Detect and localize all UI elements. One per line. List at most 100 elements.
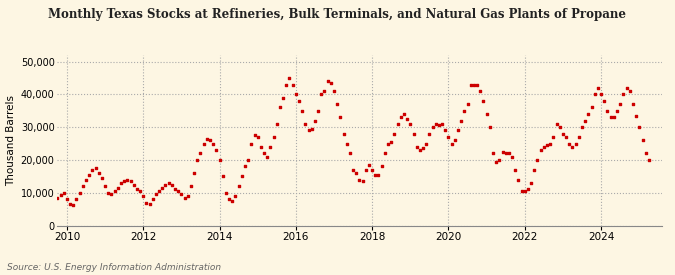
- Point: [399, 112, 410, 116]
- Point: [570, 141, 581, 146]
- Point: [596, 92, 607, 97]
- Point: [450, 138, 460, 142]
- Point: [297, 109, 308, 113]
- Point: [351, 171, 362, 175]
- Point: [437, 122, 448, 126]
- Point: [427, 125, 438, 129]
- Point: [385, 140, 396, 144]
- Point: [332, 102, 343, 106]
- Point: [319, 89, 330, 93]
- Point: [61, 197, 72, 202]
- Point: [418, 146, 429, 151]
- Point: [132, 187, 142, 192]
- Point: [58, 191, 69, 196]
- Point: [408, 131, 419, 136]
- Point: [564, 141, 574, 146]
- Point: [357, 179, 368, 183]
- Point: [421, 141, 431, 146]
- Point: [323, 79, 333, 83]
- Point: [637, 138, 648, 142]
- Point: [643, 158, 654, 162]
- Point: [335, 115, 346, 120]
- Point: [414, 148, 425, 152]
- Point: [240, 164, 250, 169]
- Point: [154, 189, 165, 193]
- Point: [344, 151, 355, 156]
- Point: [90, 166, 101, 170]
- Point: [290, 92, 301, 97]
- Point: [211, 148, 222, 152]
- Point: [157, 186, 167, 190]
- Point: [106, 192, 117, 197]
- Point: [402, 117, 412, 121]
- Point: [589, 92, 600, 97]
- Point: [201, 136, 212, 141]
- Point: [599, 99, 610, 103]
- Point: [227, 199, 238, 203]
- Point: [360, 167, 371, 172]
- Point: [535, 148, 546, 152]
- Point: [246, 141, 256, 146]
- Point: [176, 192, 187, 197]
- Point: [504, 151, 514, 156]
- Point: [624, 89, 635, 93]
- Point: [208, 141, 219, 146]
- Point: [151, 192, 161, 197]
- Point: [195, 151, 206, 156]
- Point: [462, 102, 473, 106]
- Point: [545, 141, 556, 146]
- Point: [55, 193, 66, 197]
- Point: [507, 155, 518, 159]
- Point: [383, 141, 394, 146]
- Point: [109, 189, 120, 193]
- Point: [440, 128, 451, 133]
- Point: [602, 109, 613, 113]
- Point: [551, 122, 562, 126]
- Point: [141, 200, 152, 205]
- Point: [134, 189, 145, 193]
- Point: [223, 197, 234, 202]
- Point: [147, 197, 158, 202]
- Point: [424, 131, 435, 136]
- Point: [65, 202, 76, 206]
- Point: [389, 131, 400, 136]
- Point: [373, 172, 384, 177]
- Point: [541, 143, 552, 147]
- Point: [112, 186, 123, 190]
- Point: [198, 141, 209, 146]
- Point: [122, 177, 133, 182]
- Point: [182, 194, 193, 198]
- Point: [236, 174, 247, 178]
- Point: [529, 167, 539, 172]
- Point: [516, 189, 527, 193]
- Point: [520, 189, 531, 193]
- Point: [167, 182, 178, 187]
- Point: [561, 135, 572, 139]
- Point: [243, 158, 254, 162]
- Point: [87, 167, 98, 172]
- Point: [605, 115, 616, 120]
- Text: Monthly Texas Stocks at Refineries, Bulk Terminals, and Natural Gas Plants of Pr: Monthly Texas Stocks at Refineries, Bulk…: [49, 8, 626, 21]
- Point: [97, 176, 107, 180]
- Point: [125, 179, 136, 183]
- Point: [396, 115, 406, 120]
- Point: [68, 203, 78, 207]
- Point: [84, 172, 95, 177]
- Point: [325, 81, 336, 85]
- Point: [80, 177, 91, 182]
- Point: [316, 92, 327, 97]
- Point: [478, 99, 489, 103]
- Point: [567, 145, 578, 149]
- Point: [608, 115, 619, 120]
- Point: [481, 112, 492, 116]
- Point: [144, 202, 155, 206]
- Point: [573, 135, 584, 139]
- Point: [281, 82, 292, 87]
- Point: [78, 184, 88, 188]
- Point: [256, 145, 267, 149]
- Point: [513, 177, 524, 182]
- Point: [74, 191, 85, 195]
- Point: [580, 118, 591, 123]
- Point: [205, 138, 215, 142]
- Point: [309, 118, 320, 123]
